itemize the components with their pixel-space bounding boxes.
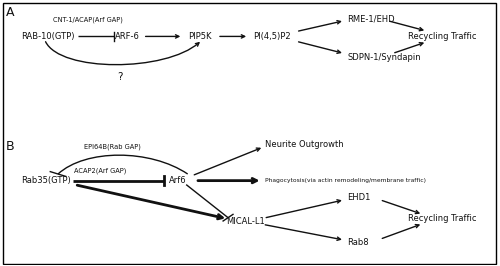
Text: EPI64B(Rab GAP): EPI64B(Rab GAP): [84, 144, 141, 150]
Text: A: A: [6, 6, 14, 19]
Text: CNT-1/ACAP(Arf GAP): CNT-1/ACAP(Arf GAP): [53, 17, 123, 23]
Text: B: B: [6, 140, 15, 153]
Text: Rab35(GTP): Rab35(GTP): [20, 176, 70, 185]
Text: RME-1/EHD: RME-1/EHD: [347, 15, 395, 24]
Text: RAB-10(GTP): RAB-10(GTP): [20, 32, 74, 41]
Text: MICAL-L1: MICAL-L1: [226, 217, 264, 226]
Text: Recycling Traffic: Recycling Traffic: [408, 32, 476, 41]
Text: Recycling Traffic: Recycling Traffic: [408, 214, 476, 223]
Text: ACAP2(Arf GAP): ACAP2(Arf GAP): [74, 168, 126, 174]
Text: SDPN-1/Syndapin: SDPN-1/Syndapin: [347, 53, 421, 62]
Text: Rab8: Rab8: [347, 238, 369, 247]
Text: ARF-6: ARF-6: [116, 32, 140, 41]
Text: EHD1: EHD1: [347, 193, 370, 202]
Text: PIP5K: PIP5K: [188, 32, 212, 41]
Text: PI(4,5)P2: PI(4,5)P2: [254, 32, 291, 41]
Text: ?: ?: [118, 72, 123, 82]
Text: Phagocytosis(via actin remodeling/membrane traffic): Phagocytosis(via actin remodeling/membra…: [265, 178, 426, 183]
Text: Neurite Outgrowth: Neurite Outgrowth: [265, 140, 344, 149]
Text: Arf6: Arf6: [169, 176, 186, 185]
FancyArrowPatch shape: [46, 42, 199, 65]
